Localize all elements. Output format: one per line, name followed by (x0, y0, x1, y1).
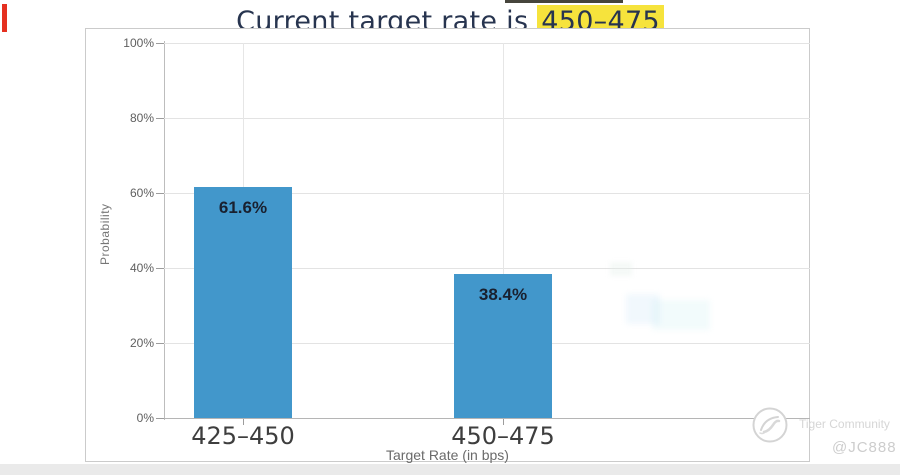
y-tick-label: 100% (123, 36, 154, 50)
y-tick-label: 0% (136, 411, 154, 425)
x-axis-baseline (164, 418, 810, 419)
x-axis-title: Target Rate (in bps) (386, 447, 509, 463)
watermark-ghost-artifact (610, 262, 632, 276)
gridline-100 (164, 43, 810, 44)
y-tick (156, 118, 164, 119)
x-tick (503, 419, 504, 425)
y-tick (156, 343, 164, 344)
bar-value-label: 38.4% (478, 285, 528, 304)
gridline-60 (164, 193, 810, 194)
watermark-handle-text: @JC888 (832, 439, 897, 456)
tiger-logo-icon (752, 407, 788, 443)
y-tick (156, 268, 164, 269)
x-category-label: 425–450 (191, 422, 295, 450)
vertical-gridline-2 (503, 43, 504, 418)
x-category-label: 450–475 (451, 422, 555, 450)
y-tick-label: 20% (129, 336, 154, 350)
y-tick-label: 80% (129, 111, 154, 125)
bottom-strip (0, 464, 900, 475)
bar-450-475: 38.4% (454, 274, 552, 418)
y-tick-label: 60% (129, 186, 154, 200)
y-tick (156, 418, 164, 419)
y-tick (156, 43, 164, 44)
watermark-ghost-artifact (626, 294, 660, 324)
watermark-community-text: Tiger Community (799, 417, 890, 431)
watermark-ghost-artifact (652, 300, 710, 330)
gridline-40 (164, 268, 810, 269)
gridline-80 (164, 118, 810, 119)
bar-value-label: 61.6% (218, 198, 268, 217)
top-edge-artifact (505, 0, 623, 3)
x-tick (243, 419, 244, 425)
y-axis-line (164, 41, 165, 420)
chart-plot-card: 100% 80% 60% 40% 20% 0% Probability 61.6… (85, 28, 810, 463)
red-annotation-mark (2, 4, 7, 32)
bar-425-450: 61.6% (194, 187, 292, 418)
y-tick (156, 193, 164, 194)
y-tick-label: 40% (129, 261, 154, 275)
y-axis-title: Probability (98, 203, 112, 265)
